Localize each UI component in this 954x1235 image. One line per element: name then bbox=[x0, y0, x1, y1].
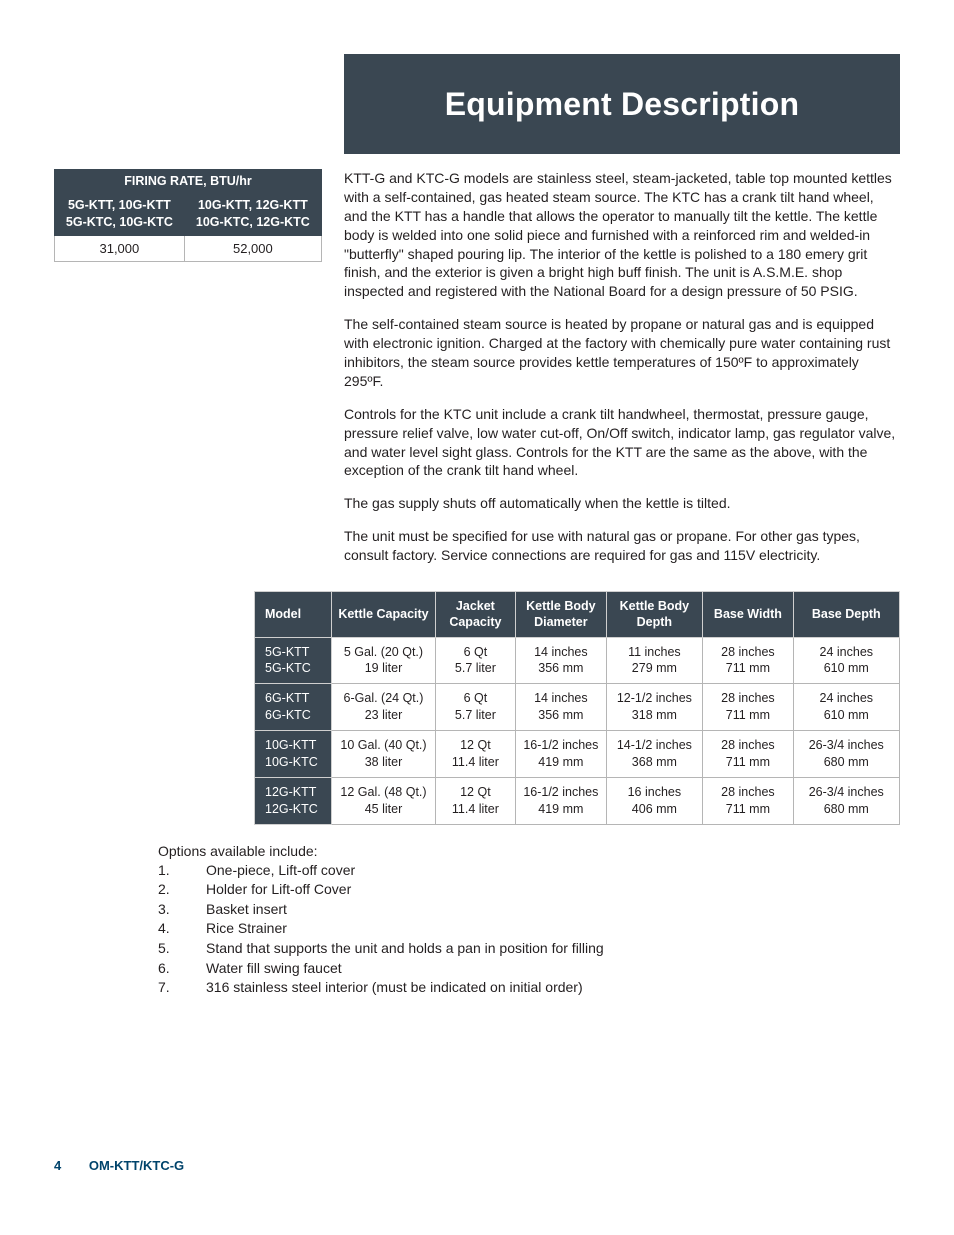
firing-col-2: 10G-KTT, 12G-KTT 10G-KTC, 12G-KTC bbox=[184, 193, 321, 236]
option-number: 1. bbox=[158, 861, 206, 881]
paragraph-2: The self-contained steam source is heate… bbox=[344, 315, 900, 391]
list-item: 2.Holder for Lift-off Cover bbox=[158, 880, 900, 900]
page-title: Equipment Description bbox=[344, 54, 900, 154]
table-cell: 12 Gal. (48 Qt.) 45 liter bbox=[332, 777, 435, 824]
option-text: Basket insert bbox=[206, 900, 287, 920]
spec-table: Model Kettle Capacity Jacket Capacity Ke… bbox=[254, 591, 900, 825]
option-text: Water fill swing faucet bbox=[206, 959, 342, 979]
list-item: 5.Stand that supports the unit and holds… bbox=[158, 939, 900, 959]
list-item: 3.Basket insert bbox=[158, 900, 900, 920]
paragraph-3: Controls for the KTC unit include a cran… bbox=[344, 405, 900, 481]
left-column: FIRING RATE, BTU/hr 5G-KTT, 10G-KTT 5G-K… bbox=[54, 169, 322, 579]
page-footer: 4 OM-KTT/KTC-G bbox=[54, 1158, 900, 1173]
table-cell: 12 Qt 11.4 liter bbox=[435, 777, 516, 824]
spec-col-model: Model bbox=[255, 592, 332, 638]
spec-col-base-width: Base Width bbox=[703, 592, 793, 638]
table-cell: 6-Gal. (24 Qt.) 23 liter bbox=[332, 684, 435, 731]
spec-header-row: Model Kettle Capacity Jacket Capacity Ke… bbox=[255, 592, 900, 638]
firing-header: FIRING RATE, BTU/hr bbox=[55, 170, 322, 193]
table-cell: 10 Gal. (40 Qt.) 38 liter bbox=[332, 731, 435, 778]
option-text: Rice Strainer bbox=[206, 919, 287, 939]
option-text: 316 stainless steel interior (must be in… bbox=[206, 978, 583, 998]
content: FIRING RATE, BTU/hr 5G-KTT, 10G-KTT 5G-K… bbox=[54, 169, 900, 579]
option-number: 2. bbox=[158, 880, 206, 900]
body-text: KTT-G and KTC-G models are stainless ste… bbox=[344, 169, 900, 565]
table-cell: 12-1/2 inches 318 mm bbox=[606, 684, 703, 731]
table-cell: 28 inches 711 mm bbox=[703, 637, 793, 684]
option-text: One-piece, Lift-off cover bbox=[206, 861, 355, 881]
spec-col-jacket-cap: Jacket Capacity bbox=[435, 592, 516, 638]
paragraph-4: The gas supply shuts off automatically w… bbox=[344, 494, 900, 513]
table-cell: 10G-KTT 10G-KTC bbox=[255, 731, 332, 778]
option-number: 3. bbox=[158, 900, 206, 920]
spec-col-base-depth: Base Depth bbox=[793, 592, 899, 638]
table-cell: 14 inches 356 mm bbox=[516, 637, 606, 684]
table-cell: 12G-KTT 12G-KTC bbox=[255, 777, 332, 824]
option-text: Holder for Lift-off Cover bbox=[206, 880, 351, 900]
table-cell: 24 inches 610 mm bbox=[793, 684, 899, 731]
firing-col-1: 5G-KTT, 10G-KTT 5G-KTC, 10G-KTC bbox=[55, 193, 185, 236]
table-cell: 5G-KTT 5G-KTC bbox=[255, 637, 332, 684]
table-cell: 6G-KTT 6G-KTC bbox=[255, 684, 332, 731]
page-header: Equipment Description bbox=[54, 54, 900, 154]
list-item: 7.316 stainless steel interior (must be … bbox=[158, 978, 900, 998]
table-cell: 14 inches 356 mm bbox=[516, 684, 606, 731]
table-row: 10G-KTT 10G-KTC10 Gal. (40 Qt.) 38 liter… bbox=[255, 731, 900, 778]
table-cell: 12 Qt 11.4 liter bbox=[435, 731, 516, 778]
options-list: 1.One-piece, Lift-off cover2.Holder for … bbox=[158, 861, 900, 998]
spec-col-diameter: Kettle Body Diameter bbox=[516, 592, 606, 638]
table-cell: 28 inches 711 mm bbox=[703, 777, 793, 824]
page-number: 4 bbox=[54, 1158, 61, 1173]
table-cell: 26-3/4 inches 680 mm bbox=[793, 777, 899, 824]
header-spacer bbox=[54, 54, 344, 154]
spec-col-kettle-cap: Kettle Capacity bbox=[332, 592, 435, 638]
table-cell: 6 Qt 5.7 liter bbox=[435, 637, 516, 684]
right-column: KTT-G and KTC-G models are stainless ste… bbox=[344, 169, 900, 579]
list-item: 1.One-piece, Lift-off cover bbox=[158, 861, 900, 881]
list-item: 4.Rice Strainer bbox=[158, 919, 900, 939]
paragraph-5: The unit must be specified for use with … bbox=[344, 527, 900, 565]
table-cell: 28 inches 711 mm bbox=[703, 684, 793, 731]
option-number: 7. bbox=[158, 978, 206, 998]
table-cell: 26-3/4 inches 680 mm bbox=[793, 731, 899, 778]
table-cell: 5 Gal. (20 Qt.) 19 liter bbox=[332, 637, 435, 684]
table-cell: 28 inches 711 mm bbox=[703, 731, 793, 778]
paragraph-1: KTT-G and KTC-G models are stainless ste… bbox=[344, 169, 900, 301]
option-number: 4. bbox=[158, 919, 206, 939]
doc-id: OM-KTT/KTC-G bbox=[89, 1158, 184, 1173]
table-row: 5G-KTT 5G-KTC5 Gal. (20 Qt.) 19 liter6 Q… bbox=[255, 637, 900, 684]
firing-rate-table: FIRING RATE, BTU/hr 5G-KTT, 10G-KTT 5G-K… bbox=[54, 169, 322, 262]
spec-col-depth: Kettle Body Depth bbox=[606, 592, 703, 638]
table-row: 12G-KTT 12G-KTC12 Gal. (48 Qt.) 45 liter… bbox=[255, 777, 900, 824]
table-cell: 6 Qt 5.7 liter bbox=[435, 684, 516, 731]
option-number: 6. bbox=[158, 959, 206, 979]
firing-value-2: 52,000 bbox=[184, 235, 321, 261]
table-row: 6G-KTT 6G-KTC6-Gal. (24 Qt.) 23 liter6 Q… bbox=[255, 684, 900, 731]
table-cell: 16 inches 406 mm bbox=[606, 777, 703, 824]
table-cell: 11 inches 279 mm bbox=[606, 637, 703, 684]
option-text: Stand that supports the unit and holds a… bbox=[206, 939, 604, 959]
table-cell: 16-1/2 inches 419 mm bbox=[516, 777, 606, 824]
option-number: 5. bbox=[158, 939, 206, 959]
list-item: 6.Water fill swing faucet bbox=[158, 959, 900, 979]
firing-value-1: 31,000 bbox=[55, 235, 185, 261]
table-cell: 24 inches 610 mm bbox=[793, 637, 899, 684]
table-cell: 16-1/2 inches 419 mm bbox=[516, 731, 606, 778]
options-intro: Options available include: bbox=[158, 843, 900, 859]
table-cell: 14-1/2 inches 368 mm bbox=[606, 731, 703, 778]
